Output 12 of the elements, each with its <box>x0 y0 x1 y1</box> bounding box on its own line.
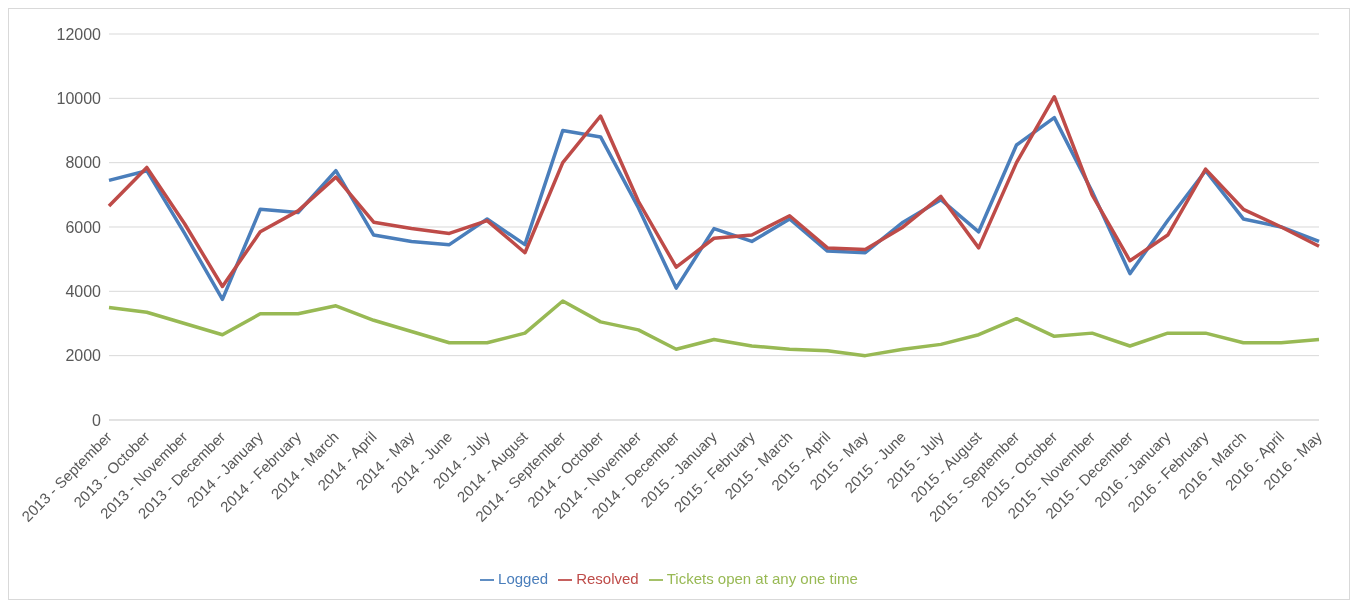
y-tick-label: 0 <box>92 411 102 429</box>
y-tick-label: 6000 <box>65 218 102 236</box>
y-tick-label: 10000 <box>56 90 102 108</box>
y-tick-label: 4000 <box>65 282 102 300</box>
line-series <box>107 299 1321 358</box>
y-tick-label: 8000 <box>65 154 102 172</box>
y-tick-label: 12000 <box>56 25 102 43</box>
line-series <box>107 94 1321 289</box>
legend-label: Logged <box>498 569 549 587</box>
legend-label: Resolved <box>576 569 639 587</box>
legend-label: Tickets open at any one time <box>666 569 858 587</box>
y-tick-label: 2000 <box>65 347 102 365</box>
